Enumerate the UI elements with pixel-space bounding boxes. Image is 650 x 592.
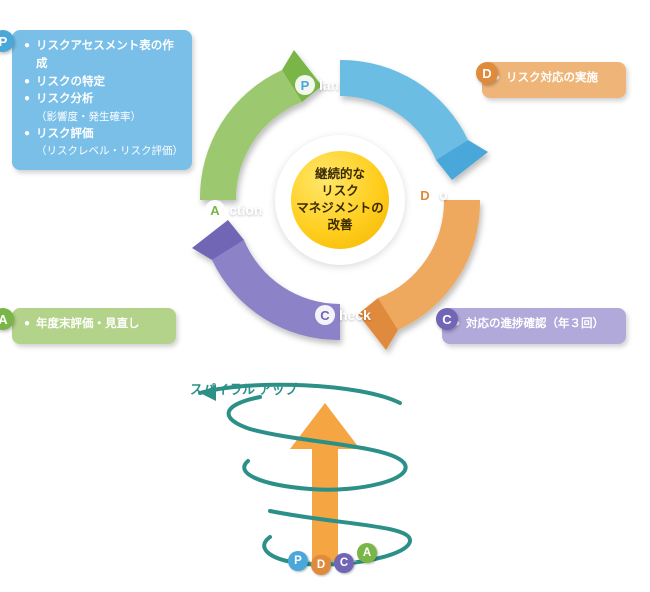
mini-chip-p: P (288, 551, 308, 571)
spiral-path (200, 385, 410, 565)
center-text: 継続的な リスク マネジメントの 改善 (291, 151, 389, 249)
box-do: リスク対応の実施 (482, 62, 626, 98)
box-plan-item-0: リスクアセスメント表の作成 (36, 40, 174, 70)
spiral-up: スパイラル アップ P - D - C (190, 385, 460, 585)
center-disc: 継続的な リスク マネジメントの 改善 (275, 135, 405, 265)
box-plan: リスクアセスメント表の作成 リスクの特定 リスク分析 （影響度・発生確率） リスク… (12, 30, 192, 170)
label-check: C heck (315, 305, 371, 325)
label-do: D o (415, 185, 448, 205)
box-plan-item-3-sub: （リスクレベル・リスク評価） (36, 143, 180, 159)
dash-icon: - (353, 555, 357, 567)
label-action: A ction (205, 200, 262, 220)
mini-chip-c: C (334, 553, 354, 573)
mini-chip-d: D (311, 555, 331, 575)
label-plan: P lan (295, 75, 339, 95)
box-plan-items: リスクアセスメント表の作成 リスクの特定 リスク分析 （影響度・発生確率） リスク… (24, 38, 180, 160)
box-plan-item-2: リスク分析 (36, 93, 94, 105)
box-plan-item-2-sub: （影響度・発生確率） (36, 109, 180, 125)
pdca-diagram: リスクアセスメント表の作成 リスクの特定 リスク分析 （影響度・発生確率） リスク… (0, 0, 650, 592)
up-arrow-icon (290, 403, 360, 565)
box-action-items: 年度末評価・見直し (24, 316, 164, 334)
pdca-cycle: P lan D o C heck A ction 継続的な リスク マネジメント… (180, 40, 500, 360)
box-do-items: リスク対応の実施 (494, 70, 614, 88)
mini-chip-a: A (357, 543, 377, 563)
box-do-item-0: リスク対応の実施 (506, 72, 598, 84)
box-action: 年度末評価・見直し (12, 308, 176, 344)
box-action-item-0: 年度末評価・見直し (36, 318, 140, 330)
spiral-label: スパイラル アップ (190, 379, 298, 398)
box-plan-item-1: リスクの特定 (36, 76, 105, 88)
box-plan-item-3: リスク評価 (36, 128, 94, 140)
